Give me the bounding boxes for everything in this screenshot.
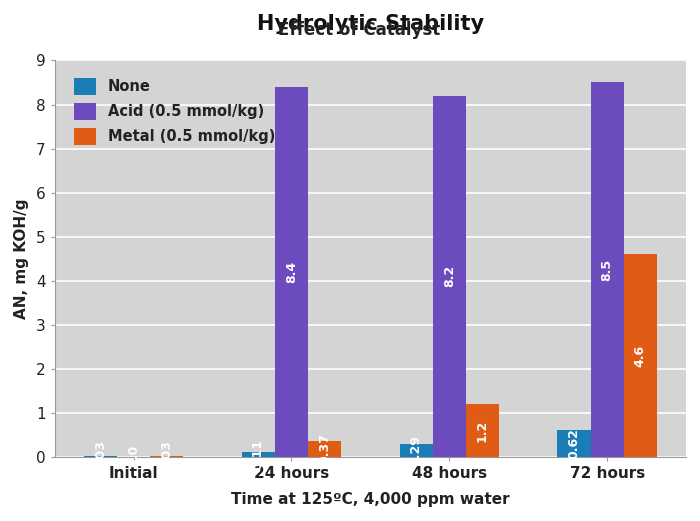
Text: Effect of Catalyst: Effect of Catalyst [278,21,440,39]
Bar [275,87,308,457]
Y-axis label: AN, mg KOH/g: AN, mg KOH/g [14,199,29,319]
Text: 4.6: 4.6 [634,344,647,367]
Bar [150,456,183,457]
Bar [308,441,341,457]
Bar [433,96,466,457]
Bar [466,404,499,457]
X-axis label: Time at 125ºC, 4,000 ppm water: Time at 125ºC, 4,000 ppm water [231,492,510,507]
Text: 0.29: 0.29 [410,435,423,466]
Text: 8.2: 8.2 [443,265,456,288]
Text: 0.03: 0.03 [160,440,173,472]
Legend: None, Acid (0.5 mmol/kg), Metal (0.5 mmol/kg): None, Acid (0.5 mmol/kg), Metal (0.5 mmo… [68,72,281,151]
Title: Hydrolytic Stability: Hydrolytic Stability [257,14,484,34]
Text: 8.5: 8.5 [601,258,614,281]
Bar [400,444,433,457]
Text: 0.11: 0.11 [252,439,265,470]
Bar [84,456,117,457]
Text: 0.03: 0.03 [94,440,107,472]
Bar [557,430,591,457]
Text: 0.62: 0.62 [568,428,580,459]
Bar [591,82,624,457]
Bar [241,452,275,457]
Text: 8.4: 8.4 [285,261,298,283]
Bar [624,254,657,457]
Text: 0.0: 0.0 [127,445,140,467]
Text: 1.2: 1.2 [476,419,489,442]
Text: 0.37: 0.37 [318,433,331,464]
